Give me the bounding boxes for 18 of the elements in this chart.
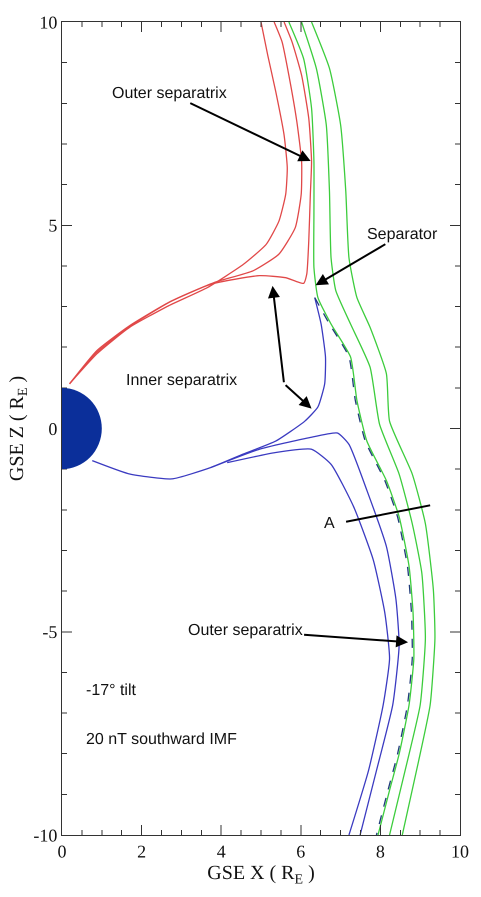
y-tick-label: -5: [42, 622, 58, 642]
annotation: A: [324, 515, 335, 532]
y-tick-label: -10: [33, 825, 58, 846]
x-tick-label: 2: [137, 842, 146, 862]
x-axis-title: GSE X ( R$_{E}$ ): [207, 862, 315, 888]
x-tick-label: 10: [451, 842, 469, 862]
annotation: 20 nT southward IMF: [86, 731, 238, 748]
x-tick-label: 8: [376, 842, 385, 862]
x-tick-label: 6: [296, 842, 306, 862]
x-tick-label: 4: [216, 842, 226, 862]
y-tick-label: 10: [39, 12, 58, 32]
annotation: Inner separatrix: [126, 372, 238, 389]
y-tick-label: 5: [48, 216, 58, 236]
annotation: Separator: [367, 226, 438, 243]
annotation: Outer separatrix: [112, 85, 227, 102]
y-tick-label: 0: [48, 418, 58, 439]
annotation: -17° tilt: [86, 682, 137, 699]
annotation: Outer separatrix: [188, 622, 303, 639]
